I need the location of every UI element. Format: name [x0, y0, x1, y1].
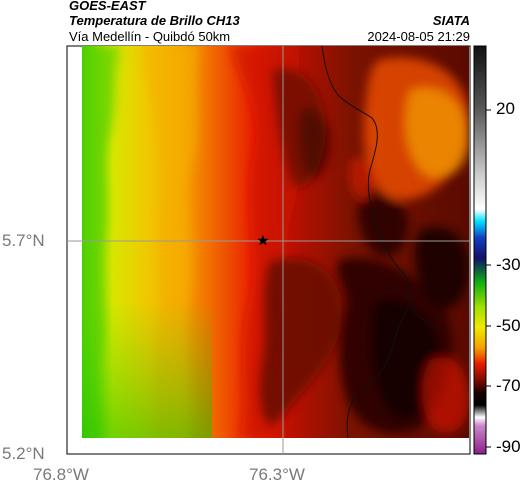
- department-border: [321, 45, 441, 439]
- source-label: SIATA: [432, 13, 470, 28]
- colorbar-label: -90: [496, 437, 521, 456]
- colorbar-label: -70: [496, 376, 521, 395]
- timestamp: 2024-08-05 21:29: [367, 29, 470, 44]
- lat-tick-label: 5.2°N: [2, 444, 45, 463]
- colorbar-label: -50: [496, 316, 521, 335]
- colorbar-ticks: [486, 109, 491, 448]
- colorbar-label: -30: [496, 255, 521, 274]
- colorbar: [473, 45, 487, 455]
- product-title: Temperatura de Brillo CH13: [69, 13, 240, 28]
- colorbar-label: 20: [496, 99, 515, 118]
- region-subtitle: Vía Medellín - Quibdó 50km: [69, 29, 231, 44]
- lon-tick-label: 76.3°W: [249, 465, 305, 484]
- temperature-field: [82, 46, 469, 438]
- lon-tick-label: 76.8°W: [33, 465, 89, 484]
- lat-tick-label: 5.7°N: [2, 231, 45, 250]
- satellite-title: GOES-EAST: [69, 0, 146, 13]
- location-star-icon: [257, 235, 269, 246]
